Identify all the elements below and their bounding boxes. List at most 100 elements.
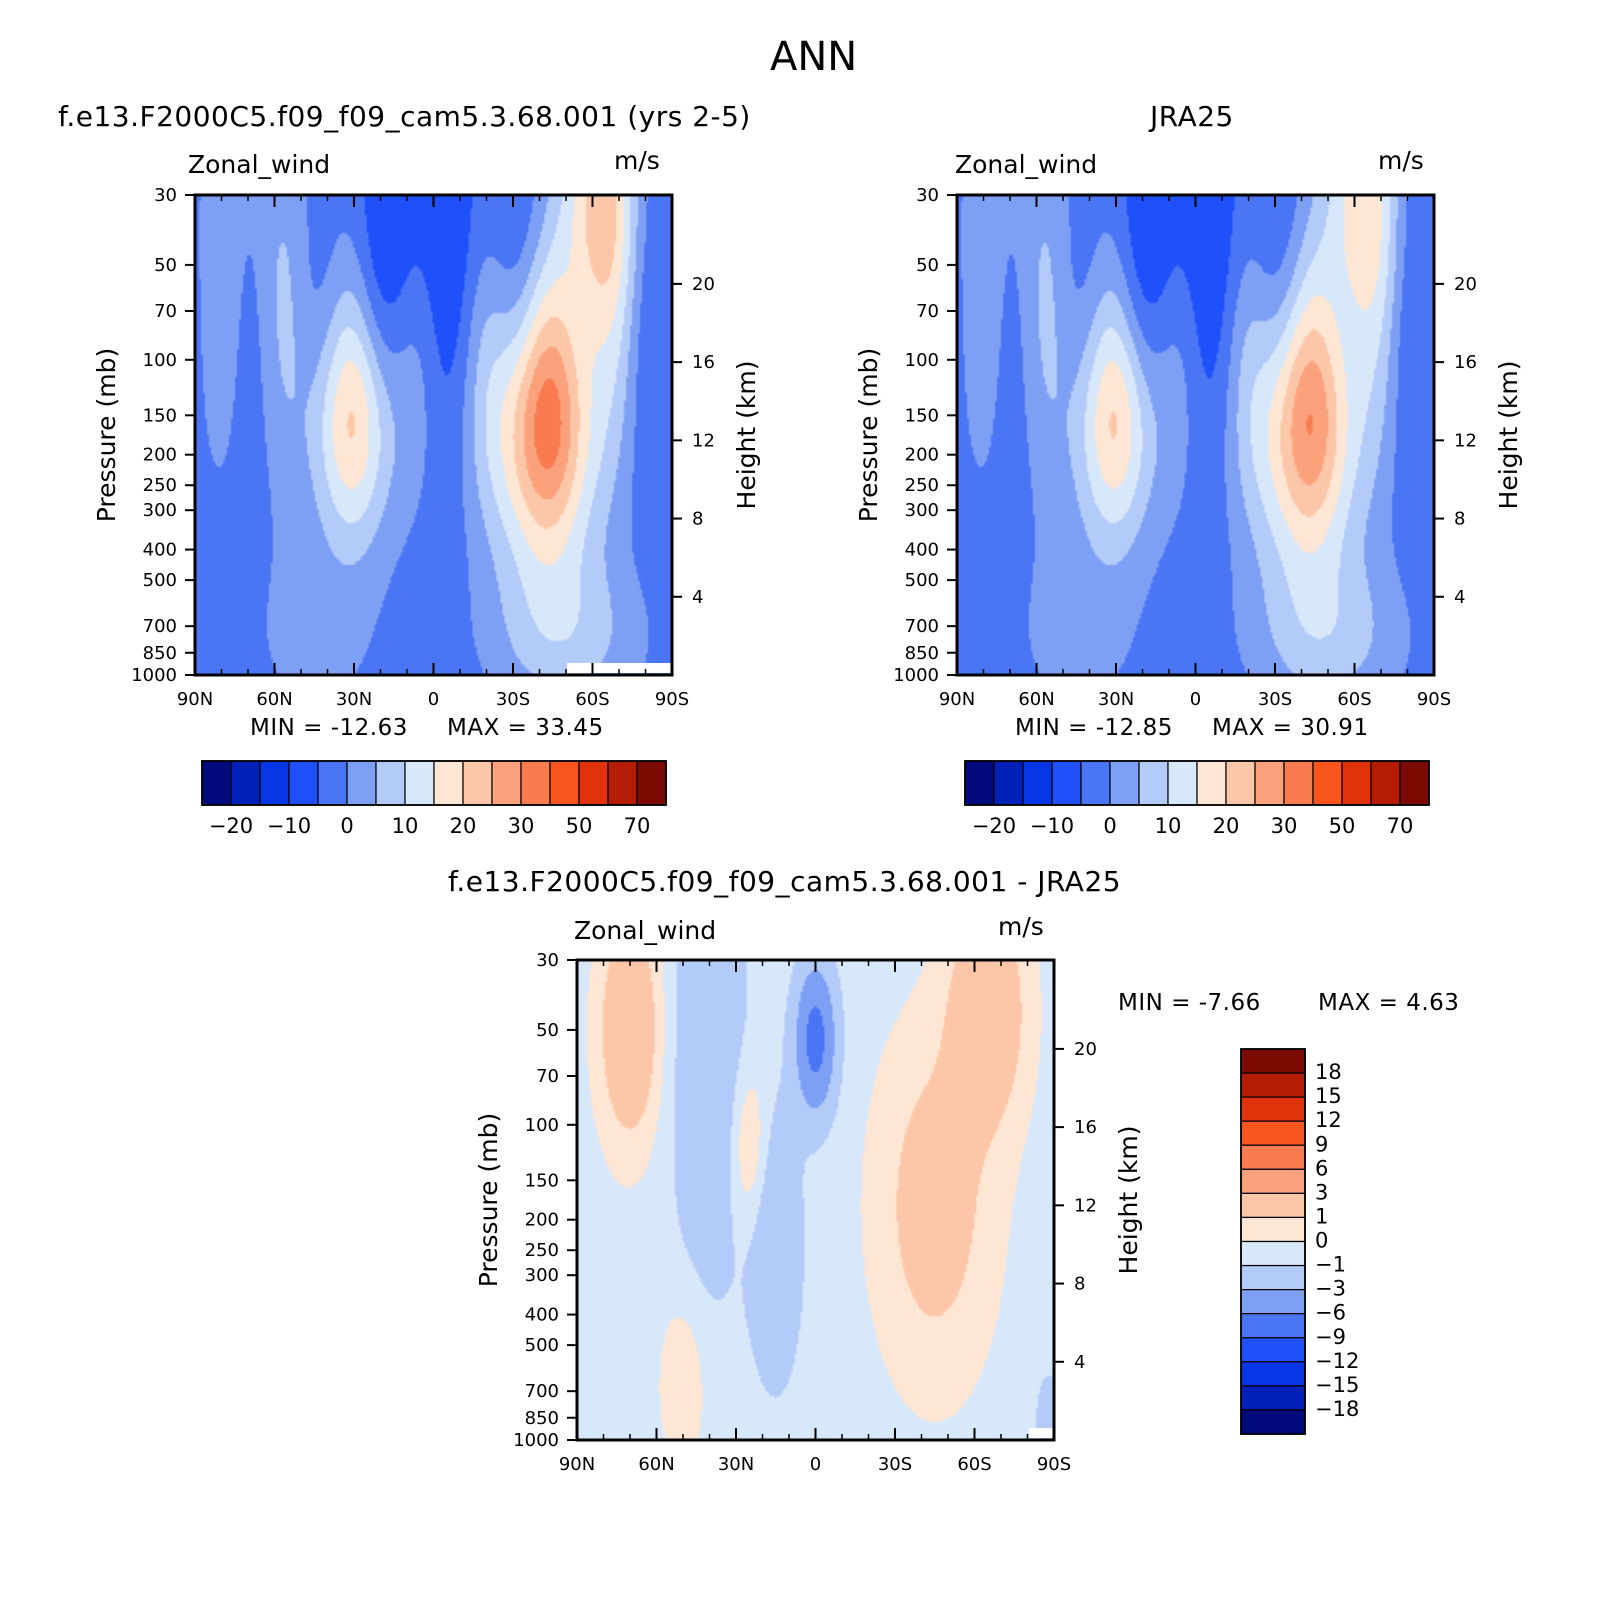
colorbar-swatch — [993, 760, 1024, 806]
colorbar-swatch — [433, 760, 464, 806]
colorbar-tick-label: 70 — [624, 814, 651, 838]
x-tick-label: 0 — [428, 689, 439, 710]
colorbar-tick-label: 0 — [1315, 1229, 1328, 1253]
y-tick-label: 30 — [916, 185, 939, 206]
height-tick-label: 12 — [1074, 1195, 1097, 1216]
height-tick-label: 16 — [1074, 1117, 1097, 1138]
colorbar-swatch — [1240, 1337, 1306, 1363]
x-tick-label: 30S — [496, 689, 530, 710]
colorbar-tick-label: 50 — [566, 814, 593, 838]
colorbar-tick-label: −10 — [1030, 814, 1074, 838]
colorbar-swatch — [1283, 760, 1314, 806]
panel1-contour-field — [195, 195, 672, 675]
colorbar-swatch — [520, 760, 551, 806]
panel3-title: f.e13.F2000C5.f09_f09_cam5.3.68.001 - JR… — [448, 865, 1122, 898]
colorbar-frame — [964, 760, 1430, 806]
colorbar-swatch — [578, 760, 609, 806]
panel3-min-label: MIN = -7.66 — [1118, 990, 1261, 1016]
panel2-units-label: m/s — [1378, 146, 1424, 175]
panel2-max-label: MAX = 30.91 — [1212, 715, 1369, 741]
x-tick-label: 30N — [718, 1454, 754, 1475]
y-tick-label: 100 — [905, 350, 939, 371]
colorbar-tick-label: 12 — [1315, 1108, 1342, 1132]
colorbar-swatch — [317, 760, 348, 806]
y-tick-label: 1000 — [893, 665, 939, 686]
y-tick-label: 150 — [905, 405, 939, 426]
y-tick-label: 700 — [905, 616, 939, 637]
height-tick-label: 20 — [692, 274, 715, 295]
colorbar-swatch — [1240, 1313, 1306, 1339]
y-tick-label: 400 — [525, 1305, 559, 1326]
panel1-variable-label: Zonal_wind — [188, 150, 331, 179]
panel3-units-label: m/s — [998, 912, 1044, 941]
colorbar-swatch — [964, 760, 995, 806]
y-tick-label: 100 — [525, 1115, 559, 1136]
x-tick-label: 90N — [559, 1454, 595, 1475]
x-tick-label: 30S — [1258, 689, 1292, 710]
panel2-title: JRA25 — [1150, 100, 1234, 133]
colorbar-swatch — [1240, 1240, 1306, 1267]
y-tick-label: 70 — [154, 301, 177, 322]
y-tick-label: 1000 — [513, 1430, 559, 1451]
y-tick-label: 30 — [536, 950, 559, 971]
panel1-axes: 90N 60N 30N 0 30S 60S 90S 30 50 70 100 150 200 250 300… — [92, 185, 761, 710]
colorbar-swatch — [375, 760, 406, 806]
y-tick-label: 70 — [916, 301, 939, 322]
panel3-max-label: MAX = 4.63 — [1318, 990, 1460, 1016]
colorbar-swatch — [1312, 760, 1343, 806]
colorbar-swatch — [259, 760, 290, 806]
y-tick-label: 500 — [525, 1335, 559, 1356]
colorbar-swatch — [1341, 760, 1372, 806]
y-tick-label: 250 — [905, 475, 939, 496]
colorbar-swatch — [1051, 760, 1082, 806]
panel3-variable-label: Zonal_wind — [574, 916, 717, 945]
colorbar-swatch — [549, 760, 580, 806]
y-tick-label: 300 — [143, 500, 177, 521]
height-tick-label: 16 — [692, 352, 715, 373]
colorbar-tick-label: 70 — [1387, 814, 1414, 838]
colorbar-swatch — [1167, 760, 1198, 806]
y-tick-label: 850 — [143, 643, 177, 664]
colorbar-swatch — [607, 760, 638, 806]
y-tick-label: 400 — [905, 540, 939, 561]
y-axis-title: Pressure (mb) — [854, 348, 883, 522]
colorbar-tick-label: 9 — [1315, 1132, 1328, 1156]
panel2-variable-label: Zonal_wind — [955, 150, 1098, 179]
colorbar-tick-label: 10 — [1155, 814, 1182, 838]
panel1-title: f.e13.F2000C5.f09_f09_cam5.3.68.001 (yrs… — [58, 100, 751, 133]
height-tick-label: 20 — [1454, 274, 1477, 295]
colorbar-tick-label: 0 — [340, 814, 353, 838]
y-tick-label: 200 — [525, 1210, 559, 1231]
x-tick-label: 60N — [1018, 689, 1054, 710]
colorbar-tick-label: 1 — [1315, 1204, 1328, 1228]
x-tick-label: 60N — [638, 1454, 674, 1475]
colorbar-swatch — [1240, 1216, 1306, 1243]
colorbar-swatch — [1240, 1120, 1306, 1146]
colorbar-swatch — [1240, 1289, 1306, 1315]
panel1-colorbar: −20 −10 0 10 20 30 50 70 — [201, 760, 667, 838]
colorbar-tick-label: −12 — [1315, 1349, 1359, 1373]
x-tick-label: 60N — [256, 689, 292, 710]
height-tick-label: 4 — [692, 587, 703, 608]
y-tick-label: 50 — [536, 1020, 559, 1041]
height-tick-label: 8 — [1454, 509, 1465, 530]
panel1-surface-mask — [567, 663, 672, 673]
colorbar-tick-label: −15 — [1315, 1373, 1359, 1397]
colorbar-tick-label: 20 — [1213, 814, 1240, 838]
panel1-units-label: m/s — [614, 146, 660, 175]
colorbar-swatch — [1240, 1048, 1306, 1074]
panel2-axes: 90N 60N 30N 0 30S 60S 90S 30 50 70 100 150 200 250 300… — [854, 185, 1523, 710]
panel3-axes: 90N 60N 30N 0 30S 60S 90S 30 50 70 100 150 200 250 300… — [474, 950, 1143, 1475]
colorbar-swatch — [1254, 760, 1285, 806]
colorbar-swatch — [346, 760, 377, 806]
x-tick-label: 90N — [939, 689, 975, 710]
colorbar-swatch — [1240, 1072, 1306, 1098]
colorbar-swatch — [404, 760, 435, 806]
right-axis-title: Height (km) — [732, 361, 761, 510]
colorbar-tick-label: −6 — [1315, 1301, 1346, 1325]
height-tick-label: 4 — [1454, 587, 1465, 608]
colorbar-swatch — [462, 760, 493, 806]
colorbar-swatch — [636, 760, 667, 806]
